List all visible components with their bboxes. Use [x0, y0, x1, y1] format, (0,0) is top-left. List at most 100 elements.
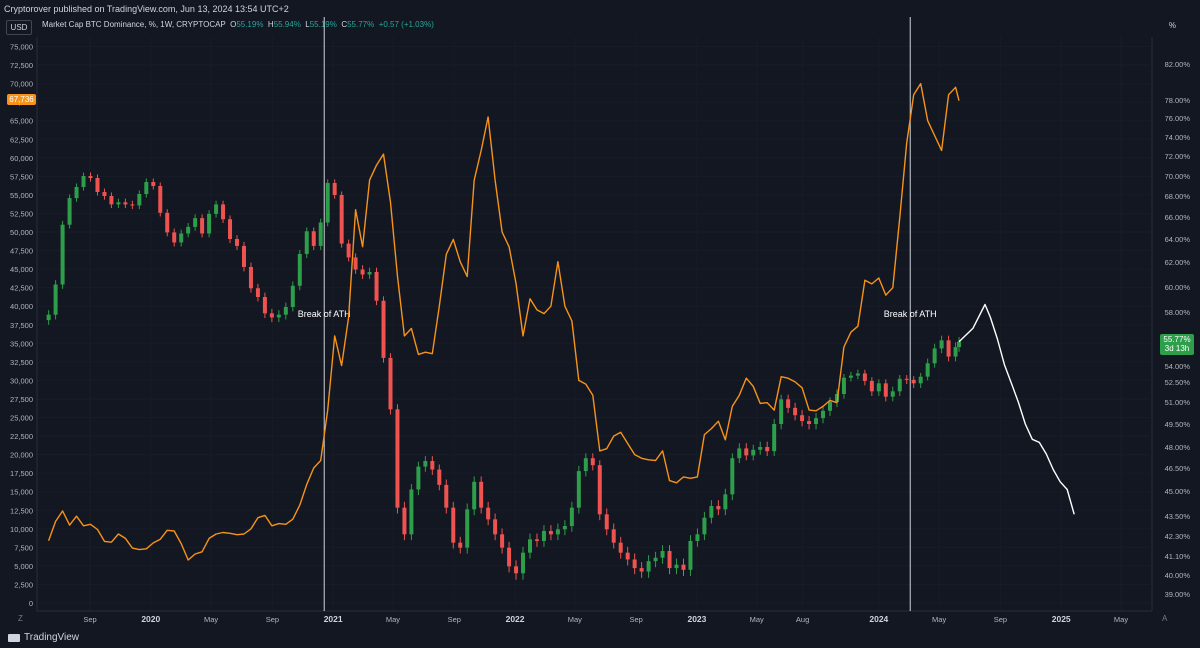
x-axis-tick: May	[386, 615, 400, 624]
candle-body	[158, 186, 163, 213]
left-axis-tick: 5,000	[14, 562, 33, 571]
left-axis-tick: 10,000	[10, 525, 33, 534]
bottom-bar	[0, 630, 1200, 648]
candle-body	[339, 195, 344, 244]
candle-body	[890, 391, 895, 397]
top-bar: Cryptorover published on TradingView.com…	[0, 0, 1200, 18]
right-axis-tick: 74.00%	[1165, 133, 1191, 142]
candle-body	[416, 466, 421, 490]
left-axis-tick: 55,000	[10, 191, 33, 200]
candle-body	[318, 222, 323, 246]
candle-body	[290, 285, 295, 307]
left-axis-tick: 0	[29, 599, 33, 608]
candle-body	[186, 226, 191, 234]
candle-body	[165, 212, 170, 233]
candle-body	[723, 494, 728, 510]
candle-body	[46, 314, 51, 321]
candle-body	[862, 373, 867, 381]
percent-unit-label: %	[1168, 21, 1176, 30]
left-axis-tick: 20,000	[10, 451, 33, 460]
candle-body	[709, 506, 714, 518]
left-axis-tick: 17,500	[10, 469, 33, 478]
candle-body	[786, 399, 791, 408]
currency-button[interactable]: USD	[6, 20, 32, 35]
x-axis-tick: May	[1114, 615, 1128, 624]
right-axis-tick: 68.00%	[1165, 192, 1191, 201]
x-axis-tick: 2024	[869, 614, 888, 624]
candle-body	[123, 202, 128, 205]
candle-body	[67, 198, 72, 225]
left-axis-tick: 52,500	[10, 209, 33, 218]
left-axis-tick: 50,000	[10, 228, 33, 237]
right-axis-tick: 60.00%	[1165, 283, 1191, 292]
right-axis-tick: 64.00%	[1165, 235, 1191, 244]
right-axis-tick: 72.00%	[1165, 152, 1191, 161]
tradingview-logo[interactable]: TradingView	[8, 632, 79, 643]
candle-body	[241, 245, 246, 267]
x-axis-tick: May	[568, 615, 582, 624]
candle-body	[395, 409, 400, 508]
x-axis-tick: Aug	[796, 615, 809, 624]
right-axis-tick: 39.00%	[1165, 590, 1191, 599]
right-axis-tick: 45.00%	[1165, 487, 1191, 496]
right-axis-tick: 40.00%	[1165, 571, 1191, 580]
candle-body	[562, 526, 567, 530]
symbol-legend: Market Cap BTC Dominance, %, 1W, CRYPTOC…	[42, 20, 434, 29]
x-axis-tick: May	[750, 615, 764, 624]
candle-body	[793, 407, 798, 416]
candle-body	[444, 484, 449, 508]
left-axis-tick: 27,500	[10, 395, 33, 404]
right-axis-tick: 58.00%	[1165, 308, 1191, 317]
x-axis-tick: Sep	[994, 615, 1007, 624]
symbol-name[interactable]: Market Cap BTC Dominance, %, 1W, CRYPTOC…	[42, 20, 226, 29]
candle-body	[228, 219, 233, 239]
zoom-reset-button[interactable]: Z	[18, 614, 23, 623]
candle-body	[876, 383, 881, 392]
auto-scale-button[interactable]: A	[1162, 614, 1168, 623]
left-axis-tick: 47,500	[10, 247, 33, 256]
candle-body	[60, 224, 65, 285]
candle-body	[625, 552, 630, 560]
candle-body	[674, 564, 679, 569]
candle-body	[367, 272, 372, 275]
candle-body	[172, 232, 177, 243]
x-axis-tick: May	[932, 615, 946, 624]
candle-body	[646, 561, 651, 572]
x-axis-tick: May	[204, 615, 218, 624]
ath-annotation-label: Break of ATH	[298, 309, 351, 319]
candle-body	[883, 383, 888, 397]
x-axis-tick: 2021	[324, 614, 343, 624]
right-axis-tick: 41.10%	[1165, 552, 1191, 561]
candle-body	[465, 509, 470, 548]
high-label: H	[267, 20, 274, 29]
candle-body	[932, 348, 937, 364]
left-axis-tick: 62,500	[10, 135, 33, 144]
candle-body	[374, 272, 379, 301]
btc-price-tag: 67,736	[7, 94, 36, 106]
candle-body	[555, 529, 560, 535]
tradingview-logo-icon	[8, 633, 20, 642]
candle-body	[821, 410, 826, 419]
x-axis-tick: 2025	[1052, 614, 1071, 624]
candle-body	[521, 552, 526, 574]
right-axis-tick: 42.30%	[1165, 532, 1191, 541]
candle-body	[102, 192, 107, 196]
left-axis-tick: 60,000	[10, 154, 33, 163]
candle-body	[214, 204, 219, 214]
right-axis-tick: 54.00%	[1165, 362, 1191, 371]
candle-body	[193, 218, 198, 227]
right-axis-tick: 70.00%	[1165, 172, 1191, 181]
right-axis-tick: 78.00%	[1165, 96, 1191, 105]
right-axis-tick: 82.00%	[1165, 60, 1191, 69]
left-axis-tick: 57,500	[10, 172, 33, 181]
candle-body	[325, 183, 330, 223]
candle-body	[660, 551, 665, 558]
candle-body	[939, 340, 944, 349]
candle-body	[507, 547, 512, 567]
candle-body	[800, 415, 805, 422]
candle-body	[500, 534, 505, 548]
candle-body	[534, 539, 539, 541]
candle-body	[779, 399, 784, 424]
candle-body	[402, 507, 407, 535]
